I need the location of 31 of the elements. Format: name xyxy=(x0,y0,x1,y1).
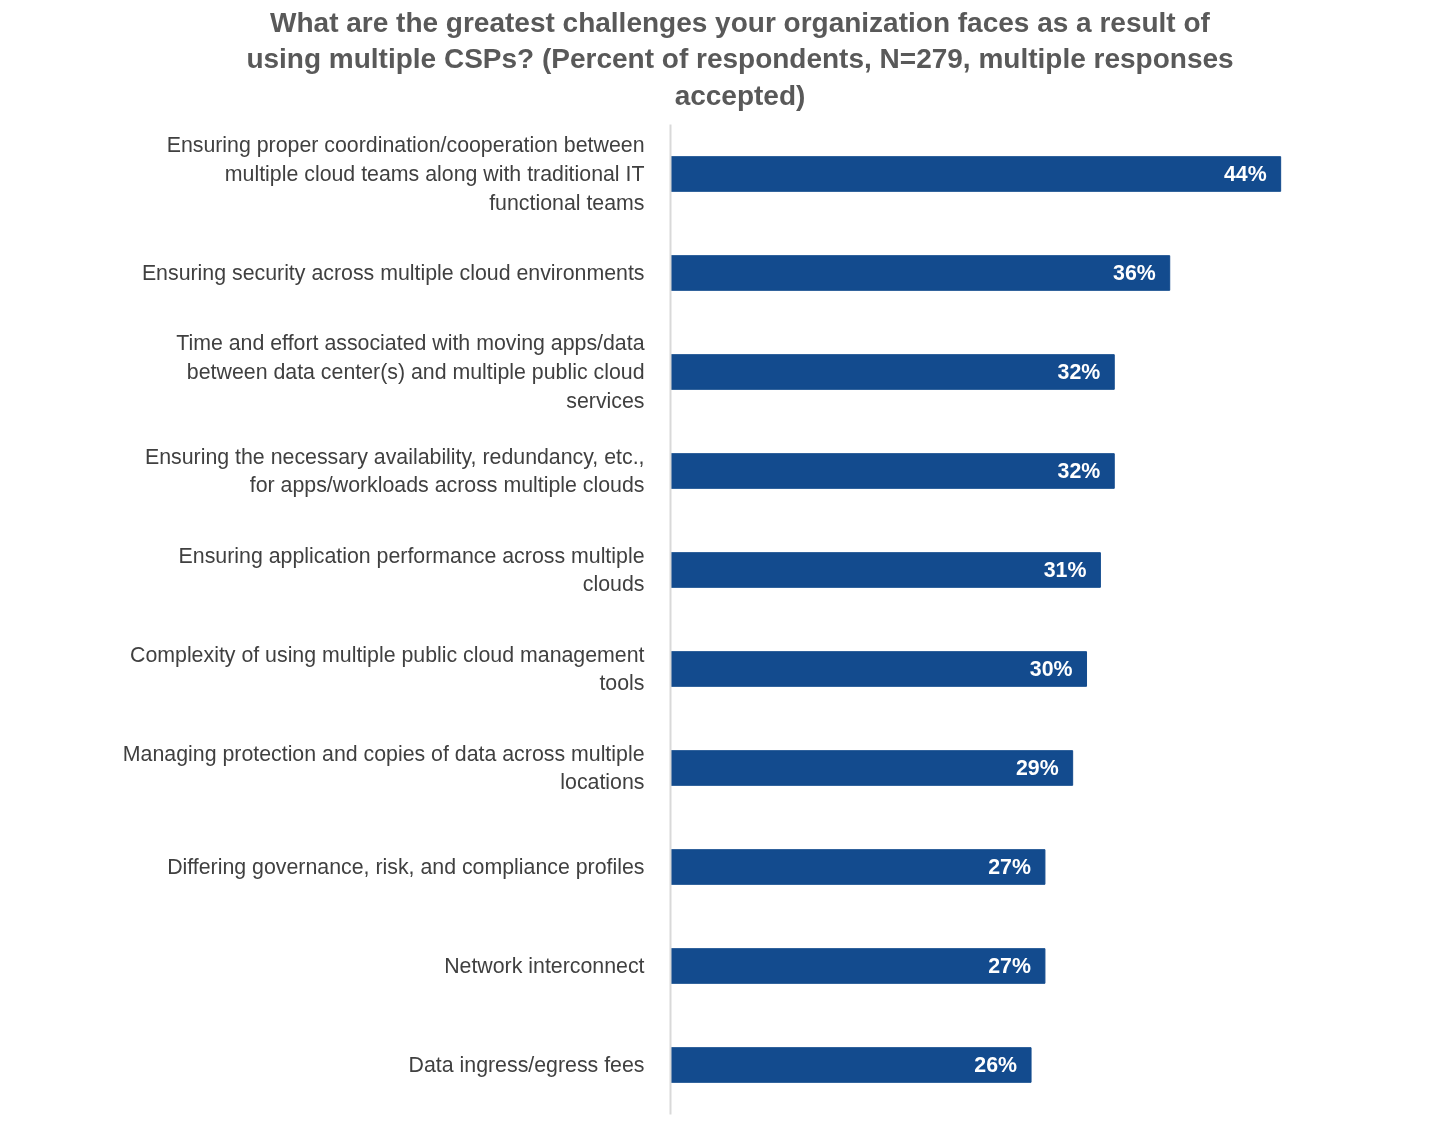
y-tick-label: Differing governance, risk, and compliance profiles xyxy=(167,855,645,880)
bar xyxy=(670,948,1046,984)
data-label: 31% xyxy=(1043,558,1087,583)
y-tick-label: Ensuring application performance across multiple clouds xyxy=(178,543,645,597)
bar xyxy=(670,552,1101,588)
data-label: 32% xyxy=(1057,360,1101,385)
bar xyxy=(670,1047,1032,1083)
data-label: 27% xyxy=(988,954,1031,979)
bar xyxy=(670,651,1088,687)
y-tick-label: Managing protection and copies of data across multiple locations xyxy=(122,741,645,795)
y-tick-label: Ensuring the necessary availability, redundancy, etc., for apps/workloads across multiple clouds xyxy=(145,444,645,498)
bar xyxy=(670,255,1171,291)
data-label: 27% xyxy=(988,855,1031,880)
bar xyxy=(670,453,1115,489)
y-tick-label: Time and effort associated with moving apps/data between data center(s) and multiple public cloud services xyxy=(176,331,645,413)
data-label: 32% xyxy=(1057,459,1101,484)
y-tick-label: Complexity of using multiple public cloud management tools xyxy=(129,642,645,696)
chart-title: What are the greatest challenges your organization faces as a result of using multiple CSPs? (Percent of respondents, N=279, multiple responses accepted) xyxy=(246,6,1234,113)
bar xyxy=(670,354,1115,390)
bar xyxy=(670,750,1074,786)
data-label: 44% xyxy=(1223,162,1267,187)
y-tick-label: Ensuring proper coordination/cooperation between multiple cloud teams along with traditional IT functional teams xyxy=(166,133,645,215)
data-label: 36% xyxy=(1113,261,1156,286)
y-tick-label: Network interconnect xyxy=(444,954,645,979)
y-tick-label: Ensuring security across multiple cloud environments xyxy=(141,261,645,286)
data-label: 26% xyxy=(974,1053,1018,1078)
y-tick-label: Data ingress/egress fees xyxy=(408,1053,645,1078)
bar xyxy=(670,849,1046,885)
bar xyxy=(670,156,1282,192)
data-label: 30% xyxy=(1029,657,1073,682)
data-label: 29% xyxy=(1015,756,1059,781)
